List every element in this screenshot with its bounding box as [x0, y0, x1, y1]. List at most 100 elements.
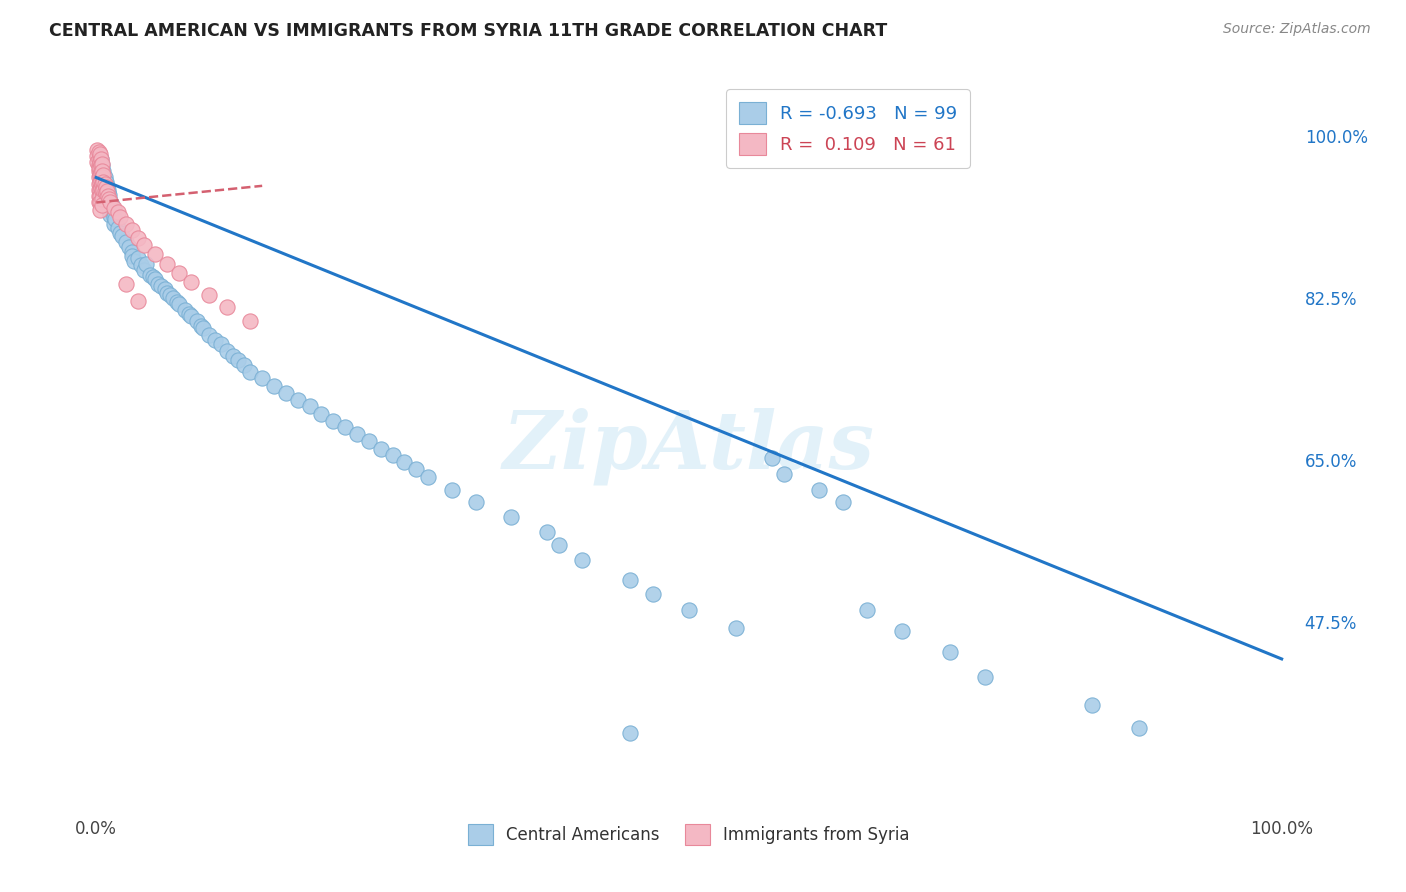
Point: [91, 185, 114, 199]
Point: [832, 494, 855, 508]
Point: [1081, 698, 1104, 713]
Point: [138, 268, 160, 282]
Point: [91, 182, 114, 196]
Point: [100, 208, 122, 222]
Point: [91, 156, 114, 170]
Point: [643, 587, 665, 601]
Point: [891, 624, 914, 639]
Point: [94, 194, 117, 208]
Point: [287, 392, 309, 407]
Point: [322, 414, 344, 428]
Point: [381, 448, 404, 462]
Point: [127, 293, 149, 308]
Point: [91, 158, 114, 172]
Point: [418, 469, 440, 483]
Point: [725, 621, 748, 635]
Point: [153, 282, 176, 296]
Point: [90, 173, 112, 187]
Point: [619, 726, 641, 740]
Point: [190, 318, 212, 333]
Point: [132, 238, 155, 252]
Point: [198, 327, 221, 342]
Point: [121, 249, 143, 263]
Point: [132, 263, 155, 277]
Point: [89, 161, 111, 176]
Point: [100, 195, 122, 210]
Point: [619, 574, 641, 588]
Point: [167, 266, 190, 280]
Point: [440, 483, 463, 497]
Point: [156, 257, 179, 271]
Point: [274, 386, 297, 401]
Point: [91, 168, 114, 182]
Point: [146, 277, 169, 291]
Point: [93, 170, 115, 185]
Point: [103, 217, 125, 231]
Point: [142, 269, 165, 284]
Point: [311, 407, 333, 421]
Point: [89, 154, 111, 169]
Point: [122, 253, 145, 268]
Point: [228, 352, 250, 367]
Point: [97, 186, 120, 201]
Point: [91, 177, 114, 191]
Point: [108, 226, 131, 240]
Point: [159, 288, 181, 302]
Point: [89, 175, 111, 189]
Point: [90, 168, 112, 182]
Point: [87, 161, 110, 176]
Point: [162, 291, 184, 305]
Point: [209, 337, 232, 351]
Point: [86, 154, 108, 169]
Point: [108, 211, 131, 225]
Point: [87, 170, 110, 185]
Point: [191, 321, 214, 335]
Point: [145, 247, 167, 261]
Point: [94, 175, 117, 189]
Point: [121, 223, 143, 237]
Point: [198, 288, 221, 302]
Point: [464, 494, 486, 508]
Point: [89, 189, 111, 203]
Point: [174, 302, 197, 317]
Point: [107, 204, 129, 219]
Point: [91, 164, 114, 178]
Point: [91, 170, 114, 185]
Text: ZipAtlas: ZipAtlas: [503, 408, 875, 484]
Point: [90, 152, 112, 166]
Point: [91, 185, 114, 199]
Point: [1128, 722, 1150, 736]
Point: [89, 156, 111, 170]
Point: [91, 175, 114, 189]
Point: [127, 251, 149, 265]
Point: [129, 259, 152, 273]
Point: [86, 149, 108, 163]
Point: [974, 670, 997, 684]
Point: [118, 240, 141, 254]
Point: [115, 277, 138, 291]
Point: [501, 510, 523, 524]
Point: [103, 211, 125, 225]
Point: [94, 186, 117, 201]
Point: [87, 158, 110, 172]
Point: [145, 272, 167, 286]
Point: [93, 185, 115, 199]
Point: [855, 603, 877, 617]
Legend: Central Americans, Immigrants from Syria: Central Americans, Immigrants from Syria: [458, 814, 920, 855]
Point: [93, 189, 115, 203]
Point: [89, 166, 111, 180]
Text: CENTRAL AMERICAN VS IMMIGRANTS FROM SYRIA 11TH GRADE CORRELATION CHART: CENTRAL AMERICAN VS IMMIGRANTS FROM SYRI…: [49, 22, 887, 40]
Point: [180, 310, 202, 324]
Point: [98, 202, 121, 217]
Point: [233, 359, 256, 373]
Point: [547, 538, 569, 552]
Point: [103, 201, 125, 215]
Point: [250, 371, 273, 385]
Point: [89, 202, 111, 217]
Point: [405, 462, 427, 476]
Point: [394, 455, 416, 469]
Point: [91, 179, 114, 194]
Point: [678, 603, 700, 617]
Point: [93, 177, 115, 191]
Point: [104, 212, 127, 227]
